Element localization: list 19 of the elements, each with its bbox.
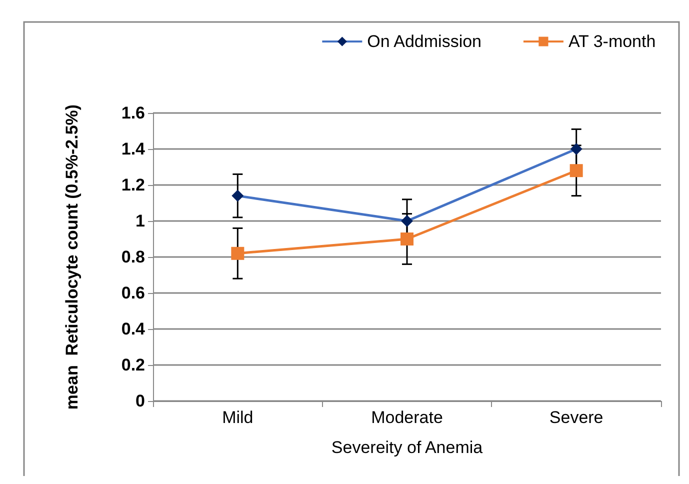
y-tick-label: 0: [136, 392, 145, 410]
y-tick-label: 0.4: [121, 320, 146, 338]
y-tick-label: 1.6: [121, 104, 145, 122]
x-tick-label: Mild: [222, 408, 254, 427]
y-tick-label: 1.4: [121, 140, 146, 158]
x-tick-label: Moderate: [371, 408, 443, 427]
point: [231, 246, 244, 260]
legend-label: On Addmission: [367, 32, 482, 51]
y-tick-label: 0.2: [121, 356, 145, 374]
x-tick-label: Severe: [549, 408, 604, 427]
y-axis-title: mean Reticulocyte count (0.5%-2.5%): [62, 104, 82, 410]
point: [570, 164, 583, 178]
point: [400, 232, 414, 246]
y-tick-label: 1: [136, 212, 145, 230]
y-tick-label: 1.2: [121, 176, 145, 194]
x-axis-title: Severeity of Anemia: [331, 438, 484, 457]
y-tick-label: 0.6: [121, 284, 145, 302]
legend-label: AT 3-month: [568, 32, 656, 51]
y-tick-label: 0.8: [121, 248, 145, 266]
